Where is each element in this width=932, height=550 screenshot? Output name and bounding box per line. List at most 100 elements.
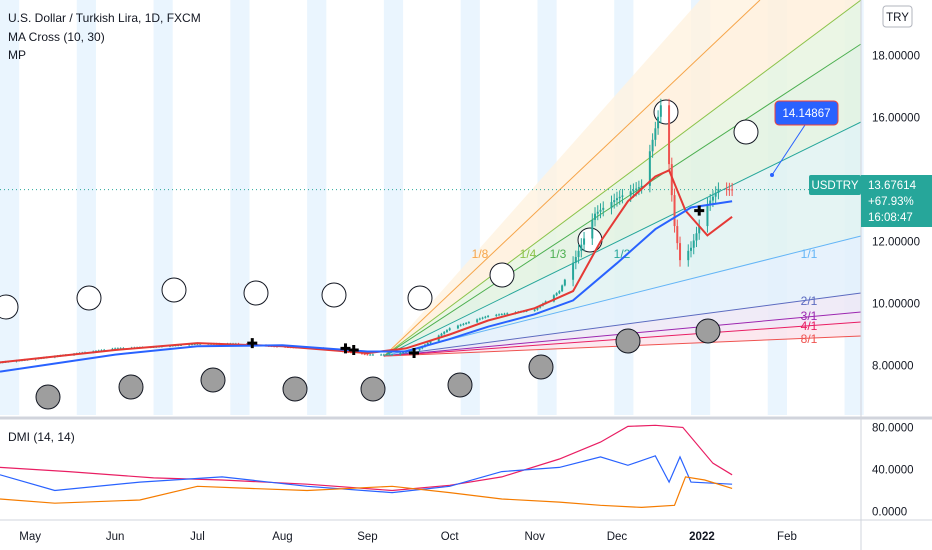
candle-body (481, 317, 484, 319)
candle-body (563, 279, 566, 286)
x-tick-label: 2022 (689, 531, 715, 543)
indicator-mp: MP (8, 48, 26, 62)
candle-body (533, 309, 536, 311)
candle-body (698, 226, 701, 234)
candle-body (591, 219, 594, 239)
candle-body (382, 354, 385, 356)
x-tick-label: Oct (441, 531, 460, 543)
candle-body (456, 325, 459, 329)
candle-body (640, 185, 643, 188)
candle-body (711, 196, 714, 201)
dmi-pane (0, 416, 932, 509)
di-plus-line (0, 455, 733, 494)
x-tick-label: Feb (777, 531, 797, 543)
mp-circle-open (321, 282, 347, 308)
candle-body (577, 250, 580, 258)
candle-body (380, 354, 383, 356)
symbol-tag-box (809, 175, 861, 195)
candle-body (679, 243, 682, 261)
candle-body (673, 195, 676, 227)
background-band (0, 0, 20, 415)
mp-circle-filled (615, 328, 641, 354)
background-band (230, 0, 250, 415)
mp-circle-open (489, 262, 515, 288)
candle-body (467, 322, 470, 324)
dmi-y-tick-label: 40.0000 (872, 465, 914, 477)
candle-body (445, 330, 448, 332)
dmi-title: DMI (14, 14) (8, 430, 75, 444)
candle-body (196, 343, 199, 345)
chart-legend: U.S. Dollar / Turkish Lira, 1D, FXCM MA … (8, 11, 201, 444)
background-band (307, 0, 327, 415)
candle-body (418, 348, 421, 351)
candle-body (500, 314, 503, 316)
candle-body (580, 244, 583, 251)
adx-line (0, 424, 733, 492)
symbol-tag-label: USDTRY (811, 180, 858, 192)
mp-circle-filled (35, 384, 61, 410)
fan-label: 4/1 (801, 319, 818, 333)
candle-body (594, 213, 597, 220)
y-tick-label: 8.00000 (872, 360, 914, 372)
candle-body (506, 313, 509, 315)
price-callout[interactable]: 14.14867 (770, 100, 839, 178)
currency-button-frame[interactable] (882, 5, 913, 28)
candle-body (670, 164, 673, 196)
candle-body (188, 344, 191, 346)
cross-marker (409, 348, 420, 359)
candle-body (199, 343, 202, 345)
ma-30-line (0, 200, 733, 373)
fan-label: 1/8 (472, 247, 489, 261)
last-price-label: 13.67614 (868, 180, 917, 192)
candle-body (426, 342, 429, 345)
background-band (76, 0, 96, 415)
candle-body (498, 314, 501, 316)
price-tag-box (861, 175, 932, 227)
price-tag: 13.67614 +67.93% 16:08:47 (861, 175, 932, 227)
candle-body (443, 331, 446, 334)
candle-body (648, 151, 651, 186)
mp-circle-filled (200, 367, 226, 393)
chart-title: U.S. Dollar / Turkish Lira, 1D, FXCM (8, 11, 201, 25)
candle-body (637, 187, 640, 189)
candle-body (388, 354, 391, 356)
mp-circle-filled (695, 318, 721, 344)
candle-body (731, 189, 734, 191)
candle-body (478, 318, 481, 320)
fan-label: 1/2 (614, 247, 631, 261)
mp-circle-filled (528, 354, 554, 380)
fan-line (383, 235, 862, 357)
candle-body (659, 105, 662, 117)
candle-body (657, 116, 660, 129)
x-tick-label: Dec (607, 531, 628, 543)
candle-body (728, 189, 731, 191)
x-tick-label: Jul (190, 531, 205, 543)
y-tick-label: 12.00000 (872, 237, 920, 249)
candle-body (385, 354, 388, 356)
callout-pointer (771, 124, 806, 176)
fan-label: 8/1 (801, 332, 818, 346)
x-tick-label: Nov (524, 531, 545, 543)
candle-body (363, 353, 366, 355)
candle-body (536, 307, 539, 310)
mp-circle-open (243, 280, 269, 306)
symbol-tag: USDTRY (809, 175, 861, 195)
candle-body (558, 291, 561, 294)
candle-body (484, 316, 487, 318)
fan-label: 1/1 (801, 247, 818, 261)
candle-body (462, 323, 465, 325)
x-tick-label: May (19, 531, 41, 543)
candle-body (651, 139, 654, 152)
candle-body (689, 247, 692, 251)
candle-body (635, 188, 638, 190)
candle-body (402, 352, 405, 354)
callout-anchor (770, 173, 774, 178)
currency-button[interactable]: TRY (882, 5, 913, 28)
x-tick-label: Sep (357, 531, 377, 543)
ma-cross-lines (0, 168, 733, 373)
fan-label: 3/1 (801, 309, 818, 323)
candle-body (676, 226, 679, 244)
currency-button-label[interactable]: TRY (886, 12, 909, 24)
candle-body (618, 196, 621, 199)
